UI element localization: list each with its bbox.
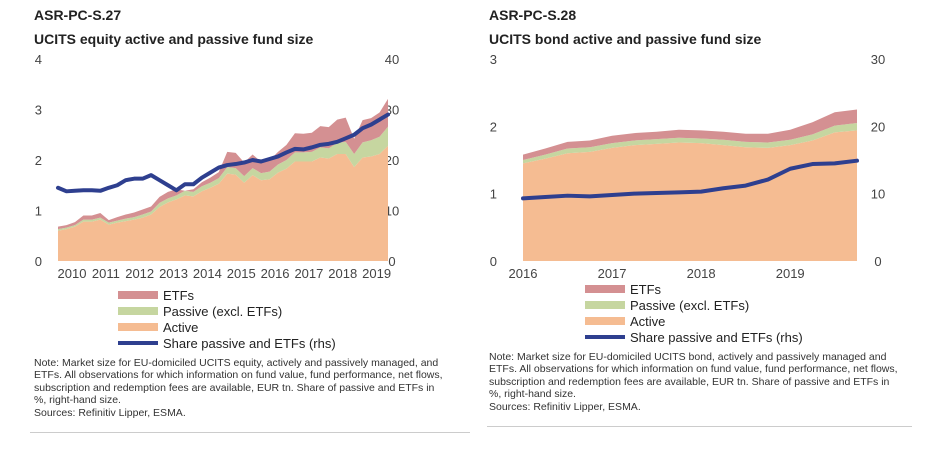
legend-label: Share passive and ETFs (rhs) <box>163 335 336 351</box>
x-tick-label: 2018 <box>328 266 357 281</box>
x-tick-label: 2011 <box>92 266 120 281</box>
y-tick-label: 4 <box>35 52 42 67</box>
passive-area <box>58 126 388 231</box>
chart-title: UCITS equity active and passive fund siz… <box>34 31 314 47</box>
y-tick-label: 1 <box>35 204 42 219</box>
legend-swatch <box>585 335 625 339</box>
legend-active: Active <box>118 319 198 335</box>
legend-label: Passive (excl. ETFs) <box>630 297 750 313</box>
share-line <box>521 158 859 201</box>
legend-passive: Passive (excl. ETFs) <box>118 303 282 319</box>
x-tick-label: 2016 <box>261 266 290 281</box>
chart-code: ASR-PC-S.27 <box>34 7 122 23</box>
legend-etf: ETFs <box>118 287 194 303</box>
y2-tick-label: 10 <box>871 187 885 202</box>
legend-swatch <box>118 323 158 331</box>
legend-share: Share passive and ETFs (rhs) <box>118 335 336 351</box>
etf-area <box>523 109 857 160</box>
legend-swatch <box>585 285 625 293</box>
sources-text: Sources: Refinitiv Lipper, ESMA. <box>34 406 186 419</box>
legend-label: Active <box>163 319 199 335</box>
chart-note: Note: Market size for EU-domiciled UCITS… <box>489 351 901 413</box>
y2-tick-label: 30 <box>871 52 885 67</box>
divider <box>30 432 470 433</box>
sources-text: Sources: Refinitiv Lipper, ESMA. <box>489 400 641 413</box>
legend-swatch <box>118 341 158 345</box>
x-tick-label: 2012 <box>125 266 154 281</box>
legend-swatch <box>118 291 158 299</box>
y2-tick-label: 0 <box>388 254 395 269</box>
y2-tick-label: 20 <box>871 119 885 134</box>
share-line <box>56 112 390 194</box>
y-tick-label: 2 <box>490 119 497 134</box>
passive-area <box>523 122 857 164</box>
x-tick-label: 2010 <box>58 266 87 281</box>
y-tick-label: 3 <box>490 52 497 67</box>
y-tick-label: 1 <box>490 187 497 202</box>
x-tick-label: 2019 <box>776 266 805 281</box>
active-area <box>58 145 388 261</box>
legend-label: ETFs <box>630 281 662 297</box>
x-tick-label: 2013 <box>159 266 188 281</box>
y2-tick-label: 20 <box>385 153 399 168</box>
y-tick-label: 2 <box>35 153 42 168</box>
y2-tick-label: 40 <box>385 52 399 67</box>
y-tick-label: 0 <box>35 254 42 269</box>
divider <box>487 426 912 427</box>
chart-code: ASR-PC-S.28 <box>489 7 577 23</box>
legend-label: Passive (excl. ETFs) <box>163 303 283 319</box>
active-area <box>523 130 857 261</box>
note-text: Note: Market size for EU-domiciled UCITS… <box>34 357 443 407</box>
x-tick-label: 2016 <box>509 266 538 281</box>
legend-swatch <box>585 317 625 325</box>
note-text: Note: Market size for EU-domiciled UCITS… <box>489 351 898 401</box>
y-tick-label: 0 <box>490 254 497 269</box>
legend-passive: Passive (excl. ETFs) <box>585 297 749 313</box>
x-tick-label: 2015 <box>227 266 256 281</box>
x-tick-label: 2017 <box>598 266 627 281</box>
etf-area <box>58 98 388 230</box>
y2-tick-label: 0 <box>874 254 881 269</box>
x-tick-label: 2018 <box>687 266 716 281</box>
x-tick-label: 2017 <box>294 266 323 281</box>
legend-swatch <box>118 307 158 315</box>
y2-tick-label: 10 <box>385 204 399 219</box>
y-tick-label: 3 <box>35 103 42 118</box>
chart-note: Note: Market size for EU-domiciled UCITS… <box>34 357 446 419</box>
x-tick-label: 2019 <box>362 266 391 281</box>
legend-label: ETFs <box>163 287 195 303</box>
legend-label: Active <box>630 313 666 329</box>
chart-title: UCITS bond active and passive fund size <box>489 31 762 47</box>
legend-etf: ETFs <box>585 281 661 297</box>
x-tick-label: 2014 <box>193 266 222 281</box>
legend-active: Active <box>585 313 665 329</box>
legend-share: Share passive and ETFs (rhs) <box>585 329 803 345</box>
legend-swatch <box>585 301 625 309</box>
legend-label: Share passive and ETFs (rhs) <box>630 329 803 345</box>
